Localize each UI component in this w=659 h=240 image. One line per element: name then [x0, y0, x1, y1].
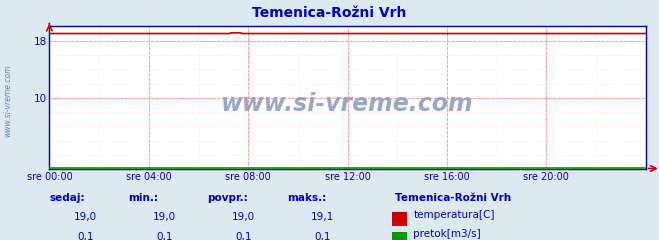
Text: 0,1: 0,1: [314, 232, 331, 240]
Text: www.si-vreme.com: www.si-vreme.com: [221, 91, 474, 115]
Text: 0,1: 0,1: [235, 232, 252, 240]
Text: 19,0: 19,0: [232, 212, 256, 222]
Text: 19,0: 19,0: [74, 212, 98, 222]
Text: temperatura[C]: temperatura[C]: [413, 210, 495, 220]
Text: pretok[m3/s]: pretok[m3/s]: [413, 229, 481, 239]
Text: maks.:: maks.:: [287, 193, 326, 203]
Text: sedaj:: sedaj:: [49, 193, 85, 203]
Text: Temenica-Rožni Vrh: Temenica-Rožni Vrh: [252, 6, 407, 20]
Text: www.si-vreme.com: www.si-vreme.com: [3, 65, 13, 137]
Text: 19,0: 19,0: [153, 212, 177, 222]
Text: Temenica-Rožni Vrh: Temenica-Rožni Vrh: [395, 193, 511, 203]
Text: 0,1: 0,1: [77, 232, 94, 240]
Text: min.:: min.:: [129, 193, 159, 203]
Text: 19,1: 19,1: [311, 212, 335, 222]
Text: 0,1: 0,1: [156, 232, 173, 240]
Text: povpr.:: povpr.:: [208, 193, 248, 203]
